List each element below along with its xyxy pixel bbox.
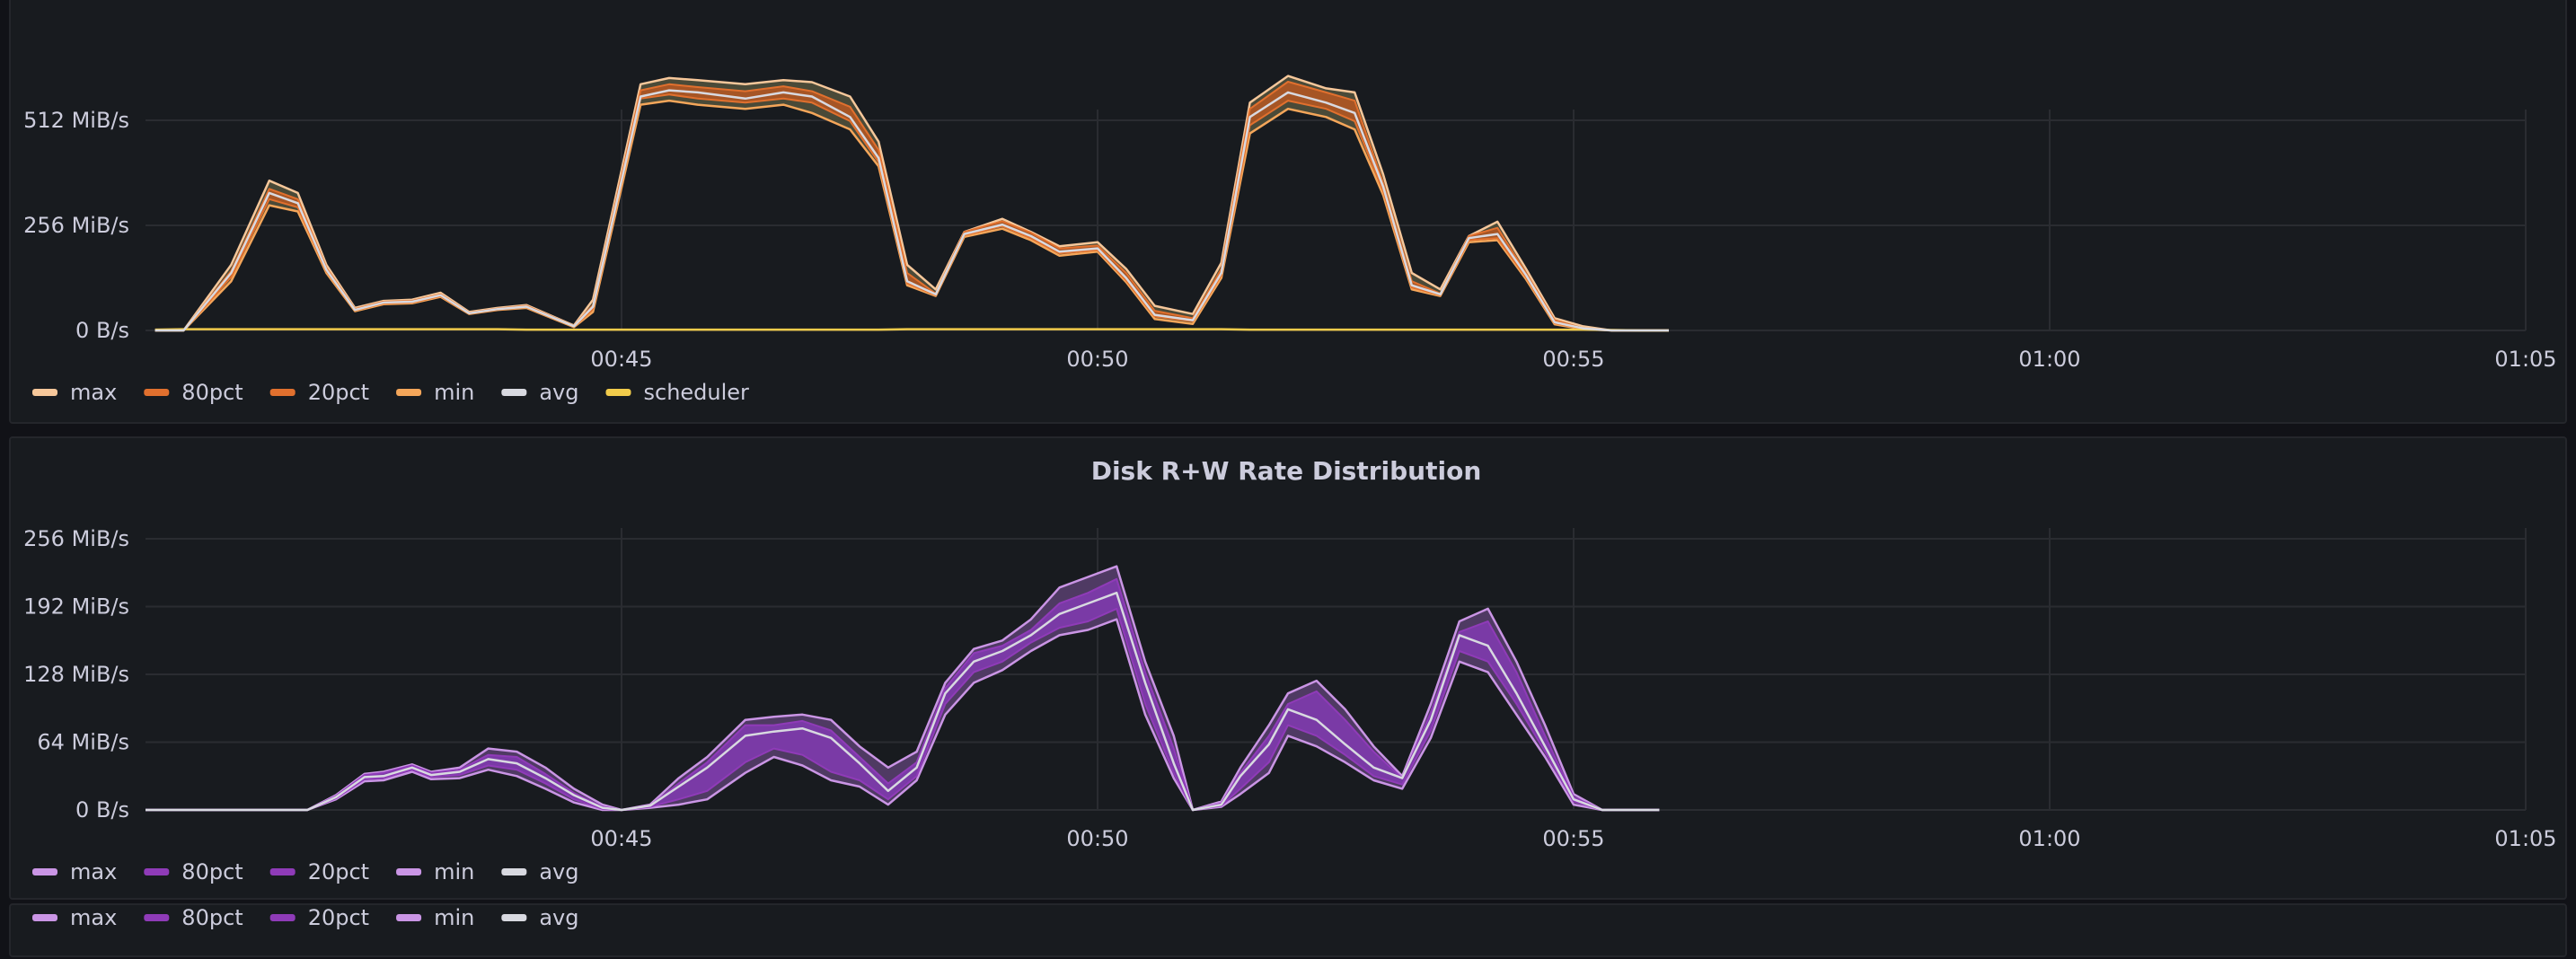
- panel-bottom-legend: max 80pct 20pct min avg: [9, 903, 2567, 957]
- legend-label-min: min: [434, 905, 474, 930]
- x-tick-label: 00:55: [1542, 347, 1604, 372]
- series-line-20pct: [146, 607, 1660, 811]
- legend-swatch-max: [32, 914, 57, 921]
- series-line-min: [146, 618, 1660, 812]
- legend-label-max: max: [70, 380, 117, 405]
- legend-label-max: max: [70, 859, 117, 884]
- top-chart-svg: 0 B/s 256 MiB/s 512 MiB/s 00:45 00:50 00:55 01…: [23, 75, 2557, 405]
- legend-swatch-max: [32, 868, 57, 875]
- x-tick-label: 01:05: [2494, 347, 2556, 372]
- series-line-max: [154, 75, 1669, 332]
- legend-swatch-scheduler: [605, 389, 631, 396]
- panel-top-chart: 0 B/s 256 MiB/s 512 MiB/s 00:45 00:50 00:55 01…: [9, 0, 2567, 424]
- legend-label-min: min: [434, 380, 474, 405]
- y-tick-label: 0 B/s: [75, 797, 129, 823]
- legend-label-scheduler: scheduler: [644, 380, 750, 405]
- legend-swatch-avg: [501, 868, 527, 875]
- legend-label-20pct: 20pct: [308, 380, 369, 405]
- x-tick-label: 01:00: [2018, 826, 2080, 851]
- legend-label-max: max: [70, 905, 117, 930]
- legend-swatch-min: [396, 868, 422, 875]
- panel-disk-rw-rate: Disk R+W Rate Distribution 0 B/s 64 MiB/s 1…: [9, 436, 2567, 900]
- y-tick-label: 192 MiB/s: [23, 594, 129, 620]
- series-line-avg: [154, 89, 1669, 332]
- band-80pct-20pct: [146, 578, 1660, 810]
- legend-swatch-80pct: [144, 868, 170, 875]
- legend-swatch-80pct: [144, 914, 170, 921]
- y-tick-label: 256 MiB/s: [23, 213, 129, 238]
- legend-swatch-20pct: [269, 389, 296, 396]
- legend-label-avg: avg: [539, 859, 578, 884]
- legend-label-80pct: 80pct: [181, 380, 243, 405]
- legend-label-min: min: [434, 859, 474, 884]
- y-tick-label: 0 B/s: [75, 318, 129, 343]
- legend-label-20pct: 20pct: [308, 905, 369, 930]
- legend-swatch-80pct: [144, 389, 170, 396]
- bottom-legend-svg: max 80pct 20pct min avg: [32, 905, 579, 930]
- legend-label-80pct: 80pct: [181, 905, 243, 930]
- legend-label-80pct: 80pct: [181, 859, 243, 884]
- x-tick-label: 00:45: [590, 826, 652, 851]
- band-80pct-20pct: [154, 82, 1670, 330]
- x-tick-label: 01:05: [2494, 826, 2556, 851]
- y-tick-label: 256 MiB/s: [23, 526, 129, 551]
- x-tick-label: 00:50: [1066, 826, 1128, 851]
- legend-swatch-min: [396, 389, 422, 396]
- legend-swatch-max: [32, 389, 57, 396]
- y-tick-label: 64 MiB/s: [37, 730, 129, 755]
- y-tick-label: 128 MiB/s: [23, 662, 129, 687]
- legend-swatch-20pct: [269, 914, 296, 921]
- disk-rw-chart-svg: Disk R+W Rate Distribution 0 B/s 64 MiB/s 1…: [23, 456, 2556, 884]
- x-tick-label: 01:00: [2018, 347, 2080, 372]
- legend-label-avg: avg: [539, 905, 578, 930]
- series-line-avg: [146, 591, 1660, 812]
- y-tick-label: 512 MiB/s: [23, 108, 129, 133]
- series-line-80pct: [146, 577, 1660, 811]
- x-tick-label: 00:45: [590, 347, 652, 372]
- legend-swatch-avg: [501, 389, 527, 396]
- series-line-min: [154, 99, 1669, 332]
- legend-swatch-avg: [501, 914, 527, 921]
- legend-swatch-20pct: [269, 868, 296, 875]
- legend-swatch-min: [396, 914, 422, 921]
- series-line-max: [146, 565, 1660, 812]
- x-tick-label: 00:55: [1542, 826, 1604, 851]
- legend-label-20pct: 20pct: [308, 859, 369, 884]
- legend-label-avg: avg: [539, 380, 578, 405]
- x-tick-label: 00:50: [1066, 347, 1128, 372]
- chart-title: Disk R+W Rate Distribution: [1091, 456, 1482, 486]
